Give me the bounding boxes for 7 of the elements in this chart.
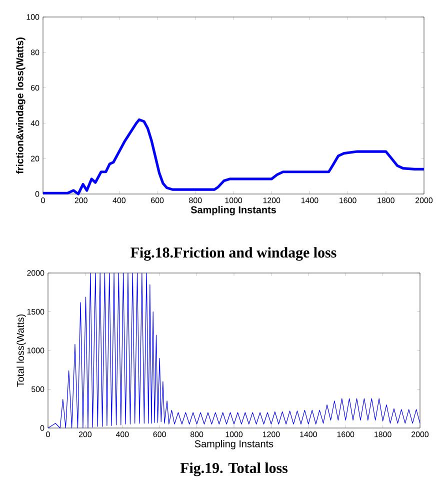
caption: Fig.18.Friction and windage loss [130, 247, 336, 261]
y-axis-title: Total loss(Watts) [16, 314, 26, 387]
x-axis-title: Sampling Instants [194, 440, 274, 450]
y-axis-title: friction&windage loss(Watts) [16, 38, 26, 174]
x-axis-title: Sampling Instants [190, 206, 276, 216]
line-series [48, 272, 420, 428]
caption: Fig.19. Total loss [180, 462, 288, 476]
